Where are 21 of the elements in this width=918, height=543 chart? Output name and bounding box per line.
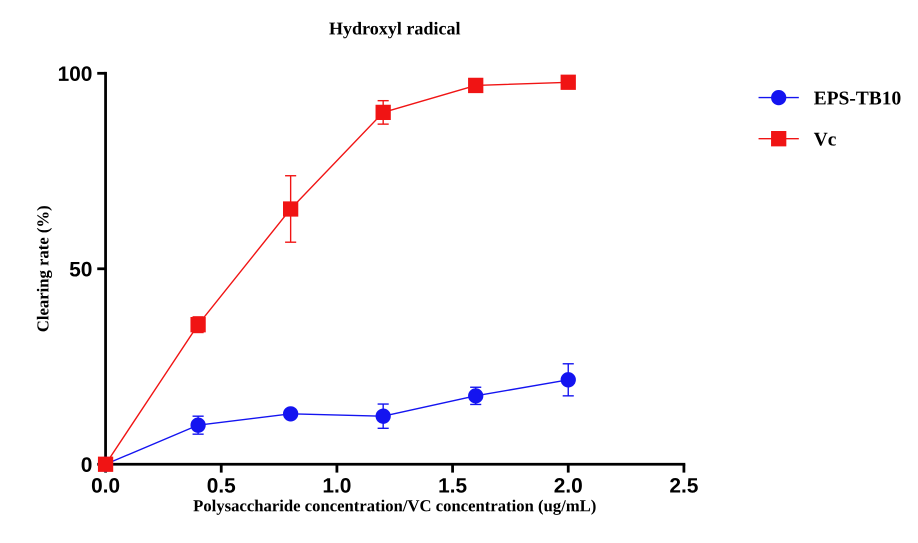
legend-label: Vc (814, 132, 836, 146)
x-tick-label: 1.5 (439, 478, 466, 493)
y-tick-label: 0 (82, 457, 92, 472)
point (283, 201, 298, 217)
y-tick-label: 100 (58, 66, 92, 82)
point (468, 78, 484, 94)
chart-title: Hydroxyl radical (329, 22, 460, 38)
y-axis-title: Clearing rate (%) (36, 206, 52, 332)
x-tick-label: 0.5 (208, 478, 236, 493)
x-tick-label: 2.0 (554, 478, 582, 493)
point (560, 372, 576, 388)
y-tick-label: 50 (70, 262, 92, 277)
point (376, 408, 391, 424)
point (376, 104, 391, 120)
legend-label: EPS-TB10 (814, 91, 900, 105)
point (560, 74, 576, 90)
point (283, 406, 298, 422)
x-tick-label: 2.5 (670, 478, 698, 493)
x-tick-label: 0.0 (92, 478, 120, 493)
x-tick-label: 1.0 (324, 478, 351, 493)
x-axis-title: Polysaccharide concentration/VC concentration (ug/mL) (193, 500, 596, 515)
